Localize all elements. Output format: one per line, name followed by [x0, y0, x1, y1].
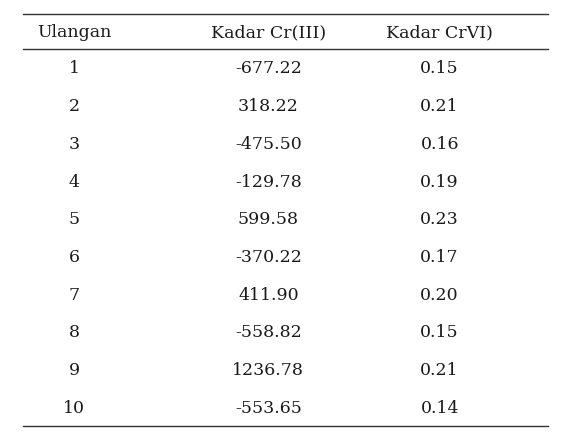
- Text: 411.90: 411.90: [238, 286, 299, 303]
- Text: 0.21: 0.21: [420, 361, 459, 378]
- Text: 1236.78: 1236.78: [232, 361, 304, 378]
- Text: 0.17: 0.17: [420, 248, 459, 265]
- Text: 10: 10: [63, 399, 85, 416]
- Text: 599.58: 599.58: [238, 211, 299, 228]
- Text: 0.14: 0.14: [420, 399, 459, 416]
- Text: 8: 8: [69, 324, 80, 341]
- Text: 318.22: 318.22: [238, 98, 299, 115]
- Text: 3: 3: [69, 135, 80, 152]
- Text: 6: 6: [69, 248, 80, 265]
- Text: 0.15: 0.15: [420, 324, 459, 341]
- Text: 2: 2: [69, 98, 80, 115]
- Text: -558.82: -558.82: [235, 324, 301, 341]
- Text: 0.19: 0.19: [420, 173, 459, 190]
- Text: 0.15: 0.15: [420, 60, 459, 77]
- Text: 0.23: 0.23: [420, 211, 459, 228]
- Text: 0.20: 0.20: [420, 286, 459, 303]
- Text: -475.50: -475.50: [235, 135, 301, 152]
- Text: -553.65: -553.65: [235, 399, 302, 416]
- Text: 9: 9: [69, 361, 80, 378]
- Text: 0.16: 0.16: [420, 135, 459, 152]
- Text: 5: 5: [69, 211, 80, 228]
- Text: -677.22: -677.22: [235, 60, 302, 77]
- Text: Ulangan: Ulangan: [37, 24, 111, 41]
- Text: 1: 1: [69, 60, 80, 77]
- Text: -129.78: -129.78: [235, 173, 301, 190]
- Text: 7: 7: [69, 286, 80, 303]
- Text: Kadar CrVI): Kadar CrVI): [386, 24, 493, 41]
- Text: 4: 4: [69, 173, 80, 190]
- Text: Kadar Cr(III): Kadar Cr(III): [211, 24, 326, 41]
- Text: 0.21: 0.21: [420, 98, 459, 115]
- Text: -370.22: -370.22: [235, 248, 302, 265]
